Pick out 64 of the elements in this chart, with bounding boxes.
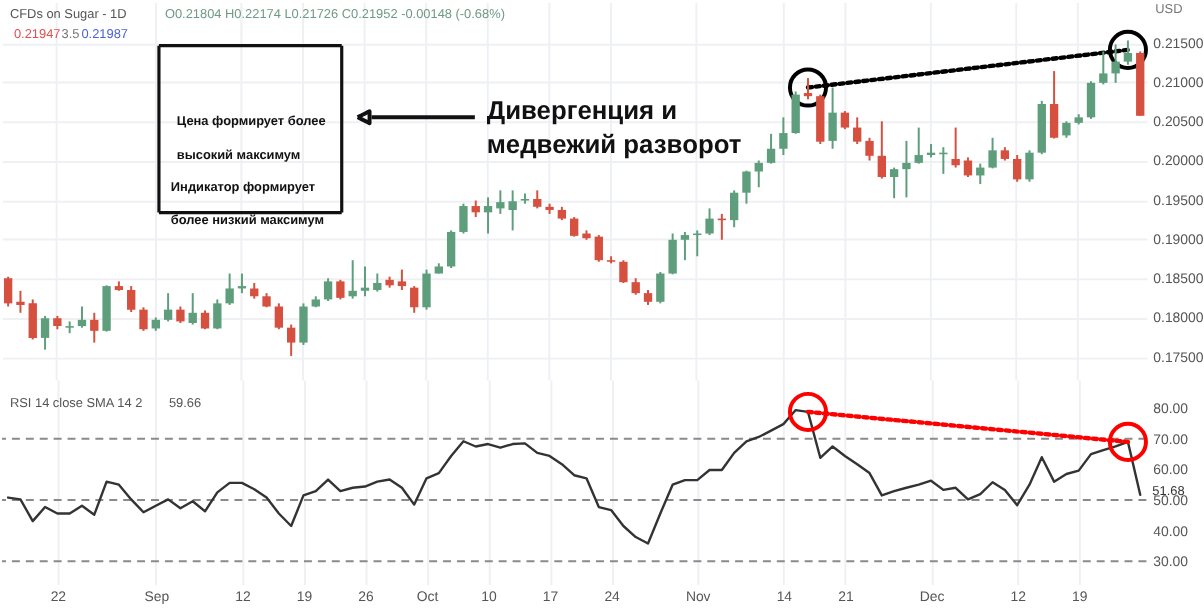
candlestick — [766, 132, 776, 165]
candlestick — [914, 126, 923, 165]
candlestick — [1099, 50, 1108, 86]
candlestick — [336, 278, 345, 301]
candlestick — [139, 306, 148, 332]
candlestick — [323, 277, 333, 302]
candlestick — [102, 284, 111, 333]
candlestick — [1123, 39, 1133, 66]
candlestick — [16, 289, 25, 314]
candlestick — [225, 272, 234, 306]
candlestick — [656, 270, 665, 305]
annotation: Дивергенция и медвежий разворот — [486, 95, 742, 159]
candlestick — [397, 268, 407, 292]
candlestick — [163, 292, 173, 323]
candlestick — [299, 302, 308, 346]
candlestick — [3, 275, 13, 308]
candlestick — [373, 272, 382, 293]
line-series — [6, 408, 1142, 545]
candlestick — [1025, 149, 1034, 183]
candlestick — [963, 156, 973, 179]
candlestick — [791, 90, 800, 135]
candlestick — [828, 86, 837, 150]
candlestick — [77, 305, 87, 329]
candlestick — [754, 159, 763, 189]
candlestick — [188, 292, 197, 326]
candlestick — [28, 298, 37, 341]
candlestick — [570, 216, 579, 238]
candlestick — [1049, 70, 1059, 140]
candlestick — [988, 136, 997, 170]
candlestick — [483, 196, 493, 235]
candlestick — [705, 207, 714, 237]
candlestick — [816, 93, 825, 146]
candlestick — [853, 116, 862, 146]
candlestick — [274, 302, 284, 331]
candlestick — [729, 189, 739, 229]
candlestick — [877, 120, 886, 180]
candlestick — [40, 314, 50, 351]
candlestick — [459, 202, 468, 235]
candlestick — [668, 232, 677, 276]
candlestick — [422, 268, 431, 311]
candlestick — [446, 229, 456, 270]
candlestick — [951, 126, 960, 169]
candlestick — [213, 298, 222, 331]
candlestick — [200, 309, 210, 331]
candlestick — [1013, 154, 1022, 183]
candlestick — [779, 116, 788, 157]
candlestick — [803, 77, 813, 101]
candlestick — [360, 265, 370, 298]
candlestick — [680, 230, 690, 262]
candlestick — [902, 139, 911, 199]
candlestick — [840, 110, 850, 131]
candlestick — [127, 285, 136, 313]
candlestick — [1086, 80, 1096, 120]
candlestick — [286, 323, 296, 357]
candlestick — [520, 192, 530, 205]
candlestick — [619, 259, 628, 284]
candlestick — [533, 189, 542, 210]
candlestick — [410, 285, 419, 314]
candlestick — [865, 136, 874, 162]
candlestick — [742, 169, 751, 205]
candlestick — [889, 166, 899, 200]
candlestick — [90, 311, 99, 344]
candlestick — [594, 234, 603, 263]
candlestick — [1111, 43, 1120, 84]
